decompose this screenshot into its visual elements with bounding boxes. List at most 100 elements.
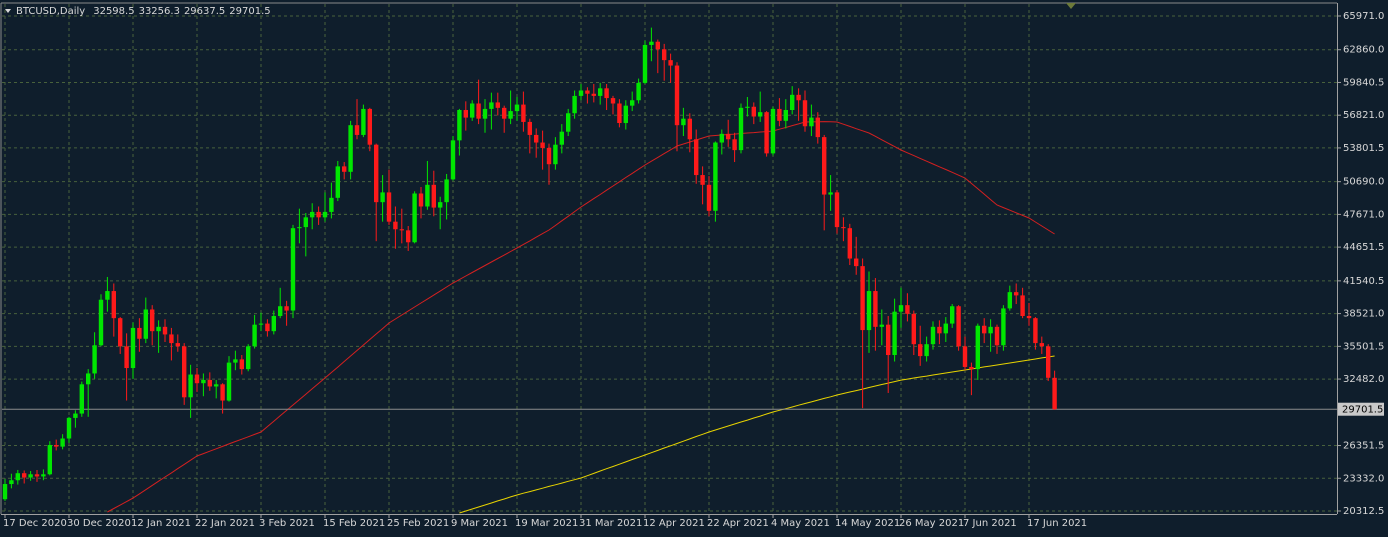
y-tick-label: 50690.0 (1343, 177, 1384, 188)
candle-body (873, 291, 878, 327)
candle-body (706, 184, 712, 211)
candle-body (758, 112, 763, 117)
x-tick-label: 22 Jan 2021 (195, 518, 255, 529)
candle-body (470, 103, 475, 118)
candle-body (572, 95, 577, 114)
candle-body (790, 94, 795, 111)
candle-body (918, 344, 923, 357)
candle-body (79, 384, 84, 414)
candle-body (662, 49, 667, 61)
candle-body (879, 324, 884, 327)
candle-body (527, 121, 532, 135)
candle-body (687, 118, 692, 140)
x-tick-label: 12 Apr 2021 (643, 518, 705, 529)
candle-body (674, 65, 680, 126)
header-value: 29637.5 (184, 6, 225, 17)
candle-body (642, 44, 648, 83)
candle-body (828, 192, 833, 195)
candle-body (911, 313, 916, 345)
candle-body (514, 104, 520, 112)
moving-average-line (459, 355, 1055, 514)
candle-body (1007, 292, 1012, 309)
candle-body (9, 480, 14, 485)
candle-body (738, 107, 744, 151)
x-tick-label: 30 Dec 2020 (67, 518, 131, 529)
candle-body (60, 438, 65, 447)
candle-body (2, 484, 8, 500)
candle-body (982, 325, 987, 334)
candle-body (534, 134, 539, 143)
candle-body (719, 133, 724, 143)
candle-body (585, 90, 590, 94)
axis-layer: 65971.0 62860.0 59840.5 56821.0 53801.5 50690… (0, 2, 1384, 529)
candle-body (386, 192, 392, 222)
candle-body (303, 217, 308, 228)
chart-header: BTCUSD,Daily 32598.5 33256.3 29637.5 29701.5 (16, 6, 271, 17)
candle-body (783, 110, 788, 121)
candle-body (508, 111, 513, 119)
candle-body (367, 108, 372, 145)
candle-body (329, 197, 334, 212)
candle-body (854, 258, 859, 267)
candle-body (156, 326, 161, 332)
symbol: BTCUSD,Daily (16, 6, 85, 17)
candle-layer (2, 27, 1057, 501)
indicator-layer (2, 121, 1337, 514)
candle-body (265, 323, 270, 332)
candle-body (700, 175, 705, 185)
candle-body (886, 324, 891, 356)
x-tick-label: 17 Jun 2021 (1027, 518, 1087, 529)
candle-body (118, 318, 123, 347)
x-tick-label: 22 Apr 2021 (707, 518, 769, 529)
y-tick-label: 38521.0 (1343, 309, 1384, 320)
candle-body (463, 110, 468, 118)
candle-body (41, 474, 46, 477)
candle-body (841, 227, 846, 229)
candle-body (1014, 292, 1019, 296)
candle-body (502, 107, 507, 119)
candle-body (578, 90, 584, 96)
y-tick-label: 35501.5 (1343, 341, 1384, 352)
grid-layer (2, 4, 1337, 514)
candle-body (482, 108, 488, 119)
y-tick-label: 59840.5 (1343, 77, 1384, 88)
candle-body (316, 211, 321, 218)
candle-body (924, 344, 929, 357)
candle-body (732, 139, 737, 151)
candle-body (636, 82, 641, 101)
candle-body (201, 379, 206, 384)
candle-body (834, 192, 840, 228)
candle-body (802, 100, 808, 127)
candle-body (137, 327, 142, 339)
moving-average-line (107, 121, 1055, 513)
y-tick-label: 26351.5 (1343, 441, 1384, 452)
candle-body (546, 147, 552, 165)
candle-body (258, 323, 264, 325)
header-value: 29701.5 (229, 6, 270, 17)
candle-body (598, 88, 603, 96)
y-tick-label: 41540.5 (1343, 276, 1384, 287)
candle-body (342, 166, 347, 172)
candle-body (278, 306, 283, 316)
candle-body (73, 413, 78, 418)
header-value: 33256.3 (139, 6, 180, 17)
current-price-box (1338, 402, 1384, 416)
candle-body (815, 117, 820, 138)
candle-body (220, 384, 225, 401)
candle-body (988, 326, 993, 334)
candle-body (54, 445, 59, 447)
candle-body (617, 103, 622, 124)
candle-body (822, 137, 827, 195)
candle-body (34, 474, 40, 477)
candle-body (444, 179, 449, 203)
candle-body (668, 60, 673, 66)
candle-body (47, 445, 52, 475)
candle-body (188, 374, 193, 398)
candle-body (92, 345, 97, 374)
candle-body (521, 104, 526, 122)
candle-body (450, 140, 456, 180)
candle-body (495, 102, 500, 108)
y-tick-label: 47671.0 (1343, 209, 1384, 220)
candle-body (898, 305, 904, 312)
